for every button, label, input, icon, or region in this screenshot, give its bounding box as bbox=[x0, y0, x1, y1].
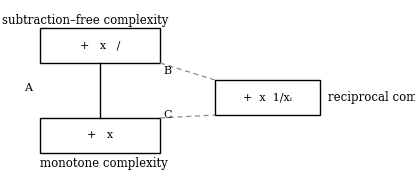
Text: B: B bbox=[163, 66, 171, 76]
Text: C: C bbox=[163, 110, 171, 120]
Text: subtraction–free complexity: subtraction–free complexity bbox=[2, 14, 168, 27]
Bar bbox=[40, 28, 160, 63]
Text: +   x: + x bbox=[87, 130, 113, 141]
Text: A: A bbox=[24, 83, 32, 93]
Text: monotone complexity: monotone complexity bbox=[40, 157, 168, 170]
Bar bbox=[215, 80, 320, 115]
Text: +  x  1/xᵢ: + x 1/xᵢ bbox=[243, 93, 292, 102]
Text: +   x   /: + x / bbox=[80, 41, 120, 50]
Text: reciprocal complexity: reciprocal complexity bbox=[328, 92, 415, 104]
Bar bbox=[40, 118, 160, 153]
